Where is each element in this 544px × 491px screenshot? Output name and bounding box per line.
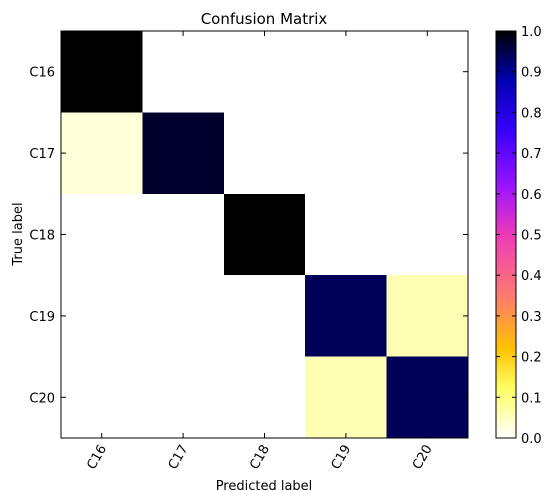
axis-ticks — [61, 31, 468, 438]
x-tick-label: C16 — [84, 443, 110, 473]
heatmap-cell — [223, 356, 306, 439]
colorbar-ticks: 0.0 0.1 0.2 0.3 0.4 0.5 0.6 0.7 0.8 0.9 1.0 — [496, 25, 542, 447]
heatmap-cell — [61, 31, 143, 113]
heatmap-cell — [142, 31, 225, 113]
y-tick-label: C19 — [29, 310, 55, 325]
heatmap-cells — [61, 31, 469, 439]
colorbar-tick-label: 0.4 — [521, 269, 542, 284]
heatmap-cell — [386, 356, 469, 439]
chart-title: Confusion Matrix — [201, 10, 328, 28]
x-tick-label: C20 — [410, 443, 436, 473]
colorbar-tick-label: 0.6 — [521, 188, 542, 203]
y-tick-labels: C16 C17 C18 C19 C20 — [29, 66, 55, 407]
heatmap-cell — [386, 193, 469, 276]
colorbar-tick-label: 0.3 — [521, 310, 542, 325]
heatmap-cell — [61, 356, 143, 439]
y-tick-label: C18 — [29, 229, 55, 244]
heatmap-cell — [223, 112, 306, 195]
heatmap-cell — [61, 112, 143, 195]
x-tick-label: C19 — [329, 443, 355, 473]
heatmap-cell — [223, 193, 306, 276]
heatmap-cell — [386, 31, 469, 113]
colorbar-tick-label: 0.5 — [521, 229, 542, 244]
colorbar-tick-label: 0.9 — [521, 66, 542, 81]
heatmap-cell — [142, 356, 225, 439]
heatmap-cell — [305, 193, 388, 276]
heatmap-cell — [305, 356, 388, 439]
heatmap-cell — [305, 31, 388, 113]
heatmap-cell — [305, 112, 388, 195]
x-tick-label: C18 — [247, 443, 273, 473]
colorbar-tick-label: 0.1 — [521, 391, 542, 406]
heatmap-cell — [142, 112, 225, 195]
heatmap-cell — [223, 275, 306, 358]
x-axis-label: Predicted label — [216, 479, 313, 491]
colorbar-tick-label: 0.8 — [521, 106, 542, 121]
heatmap-cell — [61, 193, 143, 276]
heatmap-cell — [223, 31, 306, 113]
y-tick-label: C17 — [29, 147, 55, 162]
heatmap-cell — [386, 275, 469, 358]
colorbar-tick-label: 0.2 — [521, 351, 542, 366]
heatmap-cell — [305, 275, 388, 358]
heatmap-cell — [142, 193, 225, 276]
y-tick-label: C16 — [29, 66, 55, 81]
heatmap-cell — [386, 112, 469, 195]
y-axis-label: True label — [11, 202, 26, 266]
colorbar-tick-label: 1.0 — [521, 25, 542, 40]
colorbar-tick-label: 0.7 — [521, 147, 542, 162]
y-tick-label: C20 — [29, 391, 55, 406]
x-tick-label: C17 — [166, 443, 192, 473]
heatmap-cell — [142, 275, 225, 358]
colorbar-tick-label: 0.0 — [521, 432, 542, 447]
x-tick-labels: C16 C17 C18 C19 C20 — [84, 443, 435, 473]
heatmap-cell — [61, 275, 143, 358]
